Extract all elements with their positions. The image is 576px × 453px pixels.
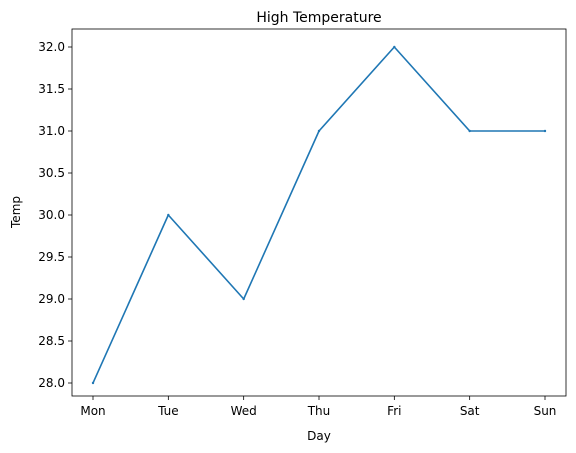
x-tick-label: Mon [80,404,105,418]
x-tick-label: Sat [460,404,480,418]
x-axis-ticks: Mon Tue Wed Thu Fri Sat Sun [80,396,556,418]
y-axis-ticks: 28.0 28.5 29.0 29.5 30.0 30.5 31.0 31.5 32.0 [38,40,72,390]
y-tick-label: 31.0 [38,124,65,138]
chart-title: High Temperature [256,10,381,26]
y-tick-label: 29.5 [38,250,65,264]
y-tick-label: 30.5 [38,166,65,180]
y-tick-label: 28.0 [38,376,65,390]
x-axis-label: Day [307,429,331,443]
y-tick-label: 29.0 [38,292,65,306]
data-point-wed [242,297,245,301]
data-points [91,45,547,385]
y-tick-label: 28.5 [38,334,65,348]
data-point-mon [91,381,95,385]
x-tick-label: Sun [534,404,557,418]
data-point-tue [167,213,170,217]
y-tick-label: 30.0 [38,208,65,222]
y-tick-label: 32.0 [38,40,65,54]
data-point-sun [543,129,547,133]
x-tick-label: Fri [387,404,401,418]
y-tick-label: 31.5 [38,82,65,96]
data-point-thu [317,129,321,133]
x-tick-label: Wed [231,404,257,418]
data-point-sat [468,129,471,133]
data-point-fri [393,45,396,49]
x-tick-label: Tue [157,404,179,418]
y-axis-label: Temp [9,196,23,229]
x-tick-label: Thu [307,404,331,418]
